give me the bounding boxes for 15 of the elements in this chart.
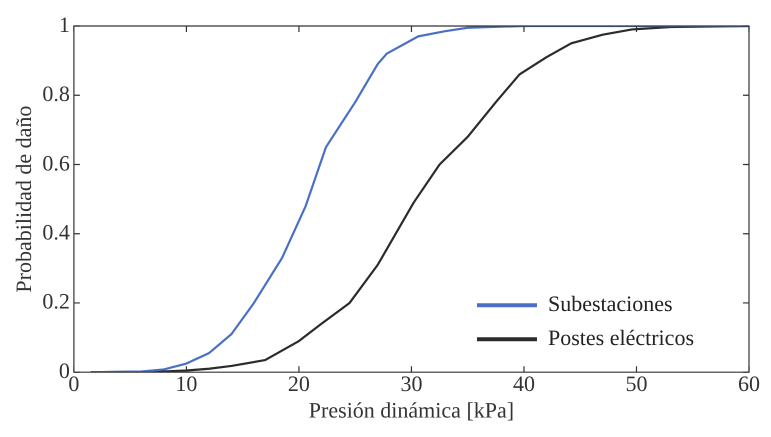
y-tick-label: 0.6	[42, 150, 70, 176]
legend-label: Subestaciones	[548, 290, 673, 316]
y-axis-title: Probabilidad de daño	[10, 106, 36, 293]
x-tick-label: 20	[288, 371, 310, 396]
y-tick-label: 0.2	[42, 288, 70, 314]
y-tick-label: 0.4	[42, 220, 70, 244]
x-tick-label: 30	[400, 371, 422, 396]
x-axis-title: Presión dinámica [kPa]	[308, 398, 514, 423]
x-tick-label: 40	[512, 371, 535, 396]
y-tick-label: 1	[58, 12, 70, 37]
x-tick-label: 60	[738, 371, 760, 396]
x-tick-label: 50	[625, 371, 648, 396]
legend-label: Postes eléctricos	[548, 324, 694, 350]
y-tick-label: 0.8	[42, 81, 70, 106]
x-tick-label: 10	[175, 371, 198, 396]
